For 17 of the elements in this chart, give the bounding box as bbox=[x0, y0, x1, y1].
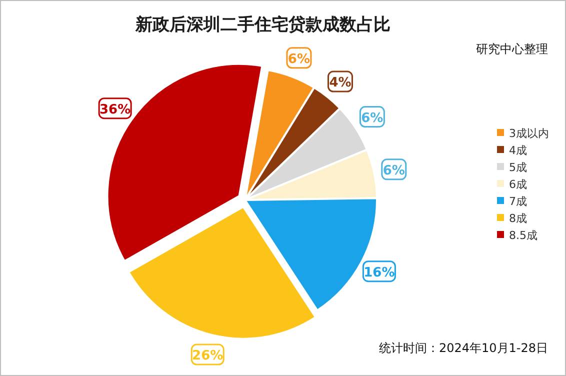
data-label: 6% bbox=[288, 52, 310, 67]
legend-label: 3成以内 bbox=[509, 127, 549, 140]
data-label: 26% bbox=[192, 348, 224, 364]
text: 研究中心整理 bbox=[476, 42, 548, 56]
data-label: 6% bbox=[382, 163, 405, 178]
legend-label: 4成 bbox=[509, 144, 527, 157]
data-label: 6% bbox=[361, 110, 384, 126]
data-label: 4% bbox=[329, 76, 352, 91]
legend-label: 7成 bbox=[509, 195, 527, 208]
data-label: 36% bbox=[100, 102, 131, 118]
legend-label: 6成 bbox=[509, 178, 527, 191]
legend-label: 8成 bbox=[509, 212, 527, 225]
chart-title: 新政后深圳二手住宅贷款成数占比 bbox=[134, 15, 390, 35]
data-label: 16% bbox=[364, 265, 395, 280]
legend-label: 5成 bbox=[509, 161, 527, 174]
legend-label: 8.5成 bbox=[509, 229, 538, 242]
text: 统计时间：2024年10月1-28日 bbox=[378, 341, 548, 355]
